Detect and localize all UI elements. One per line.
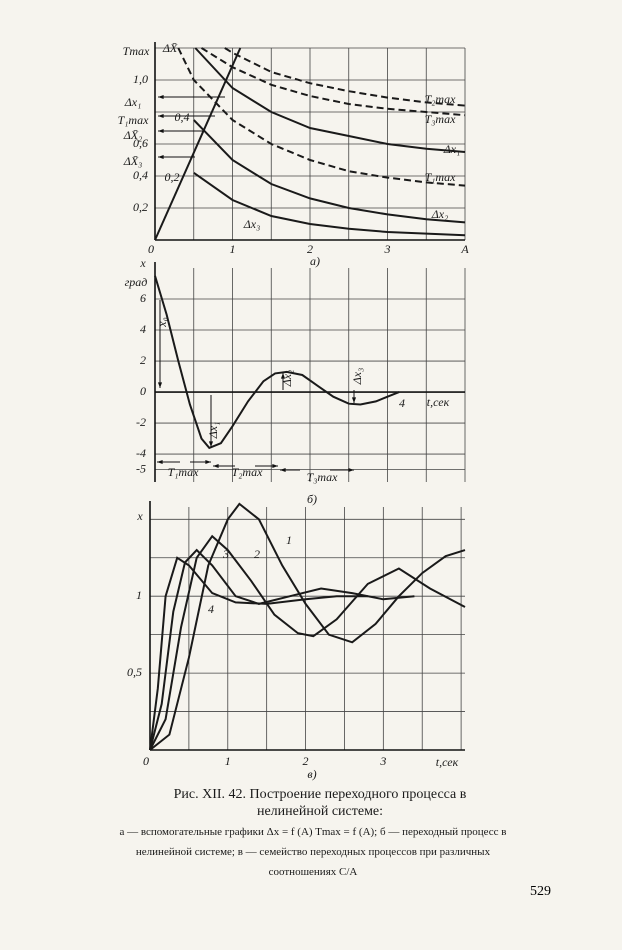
annotation: ΔX̄ (162, 41, 178, 55)
annotation: 0,2 (165, 170, 180, 184)
arrow-head (158, 94, 164, 100)
series-label: 1 (286, 533, 292, 547)
curve (193, 119, 466, 224)
y-tick-label: 2 (140, 353, 146, 367)
series-label: T₁max (425, 170, 457, 184)
arrow-head (351, 397, 357, 403)
arrow-head (157, 459, 163, 465)
y-tick-label: 0,2 (133, 200, 148, 214)
series-label: 3 (222, 547, 229, 561)
x-tick-label: A (460, 242, 469, 256)
series-label: T₂max (425, 92, 457, 106)
annotation: t,сек (436, 755, 459, 769)
x-tick-label: 3 (384, 242, 391, 256)
arrow-head (213, 463, 219, 469)
curve (194, 47, 466, 153)
curve (149, 502, 466, 751)
x-tick-label: 2 (303, 754, 309, 768)
x-tick-label: 1 (225, 754, 231, 768)
annotation: t,сек (427, 395, 450, 409)
y-tick-label: -2 (136, 415, 146, 429)
series-label: Δx₁ (443, 142, 461, 156)
annotation: x (139, 256, 146, 270)
annotation: 0,4 (175, 110, 190, 124)
y-tick-label: 1 (136, 588, 142, 602)
x-tick-label: 0 (148, 242, 154, 256)
page-number: 529 (530, 884, 551, 899)
annotation: 4 (399, 396, 405, 410)
arrow-head (158, 128, 164, 134)
curve (224, 47, 466, 107)
y-tick-label: 0,5 (127, 665, 142, 679)
annotation: Tmax (123, 44, 150, 58)
chart-title: а) (310, 254, 320, 268)
y-tick-label: 1,0 (133, 72, 148, 86)
arrow-head (158, 113, 164, 119)
arrow-head (208, 441, 214, 447)
x-tick-label: 3 (379, 754, 386, 768)
curve (149, 556, 368, 751)
annotation: Δx₁ (124, 95, 142, 109)
y-tick-label: 0 (140, 384, 146, 398)
series-label: 2 (254, 547, 260, 561)
annotation: x (136, 509, 143, 523)
curve (193, 171, 466, 237)
annotation: ΔX̄₂ (123, 128, 143, 142)
y-tick-label: 0,6 (133, 136, 148, 150)
chart-title: б) (307, 492, 317, 506)
curve (154, 275, 400, 450)
series-label: Δx₃ (243, 217, 261, 231)
arrow-head (280, 467, 286, 473)
curve (149, 534, 466, 751)
chart-title: в) (307, 767, 316, 781)
arrow-head (272, 463, 278, 469)
annotation: T₁max (118, 113, 150, 127)
y-tick-label: 0,4 (133, 168, 148, 182)
x-tick-label: 1 (230, 242, 236, 256)
series-label: Δx₂ (431, 207, 449, 221)
caption-title: Рис. XII. 42. Построение переходного про… (173, 787, 467, 819)
arrow-head (348, 467, 354, 473)
annotation: T₂max (232, 465, 264, 479)
arrow-head (205, 459, 211, 465)
annotation: ΔX̄₃ (123, 154, 143, 168)
annotation: T₁max (168, 465, 200, 479)
annotation: x₀ (155, 317, 169, 328)
x-tick-label: 2 (307, 242, 313, 256)
arrow-head (280, 373, 286, 379)
y-tick-label: -5 (136, 461, 146, 475)
annotation: Δx₃ (350, 368, 364, 386)
annotation: T₃max (307, 470, 339, 484)
y-tick-label: -4 (136, 446, 146, 460)
caption-description: а — вспомогательные графики Δx = f (A) T… (119, 826, 507, 878)
curve (149, 548, 415, 751)
annotation: град (125, 275, 148, 289)
arrow-head (158, 154, 164, 160)
x-tick-label: 0 (143, 754, 149, 768)
y-tick-label: 4 (140, 322, 146, 336)
y-tick-label: 6 (140, 291, 146, 305)
series-label: 4 (208, 602, 214, 616)
curve (177, 47, 466, 187)
series-label: T₃max (425, 112, 457, 126)
annotation: Δx₁ (206, 422, 220, 440)
arrow-head (157, 382, 163, 388)
